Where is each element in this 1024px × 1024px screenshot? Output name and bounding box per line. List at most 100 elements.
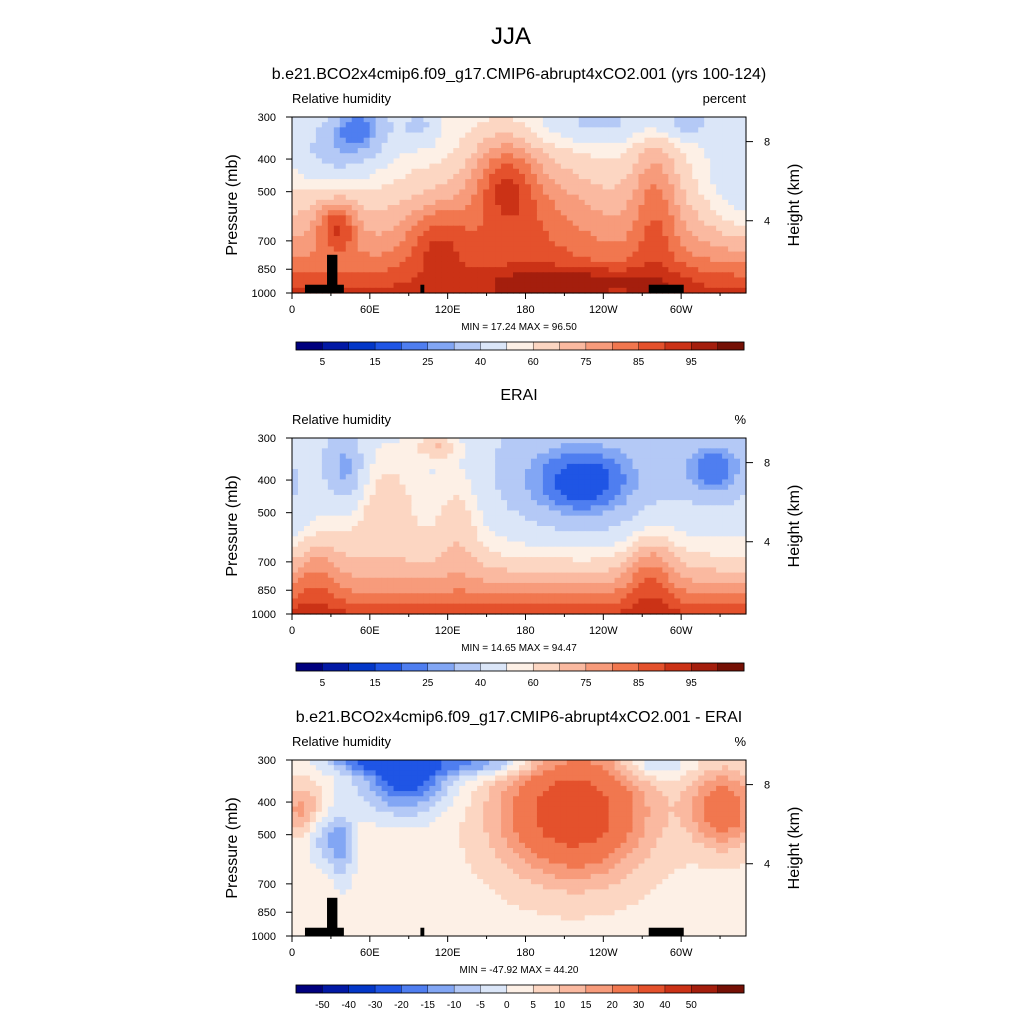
x-tick-label: 180: [516, 304, 534, 316]
colorbar-swatch: [453, 984, 481, 994]
colorbar-label: 30: [633, 1000, 645, 1011]
colorbar-swatch: [638, 341, 666, 351]
colorbar-swatch: [559, 984, 587, 994]
colorbar-label: 15: [369, 357, 381, 368]
topography-mask: [304, 897, 684, 936]
plot-frame: [291, 759, 747, 937]
colorbar-label: 95: [686, 678, 698, 689]
y2-tick-label: 4: [764, 537, 770, 549]
colorbar-label: -40: [341, 1000, 356, 1011]
colorbar-swatch: [559, 662, 587, 672]
y-tick-label: 850: [258, 585, 276, 597]
colorbar-swatch: [664, 341, 692, 351]
panel-0: b.e21.BCO2x4cmip6.f09_g17.CMIP6-abrupt4x…: [224, 66, 803, 368]
y-tick-label: 500: [258, 830, 276, 842]
colorbar-swatch: [664, 662, 692, 672]
colorbar-swatch: [348, 662, 376, 672]
colorbar-label: -30: [368, 1000, 383, 1011]
topography-block: [327, 897, 338, 936]
y2-axis-label: Height (km): [786, 485, 803, 568]
x-tick-label: 60W: [670, 625, 693, 637]
topography-block: [648, 927, 684, 936]
colorbar-swatch: [664, 984, 692, 994]
colorbar-label: 5: [320, 678, 326, 689]
colorbar-label: -5: [476, 1000, 485, 1011]
y-tick-label: 400: [258, 475, 276, 487]
y2-axis-label: Height (km): [786, 164, 803, 247]
colorbar-swatch: [717, 662, 745, 672]
left-label: Relative humidity: [292, 412, 391, 427]
colorbar-label: 0: [504, 1000, 510, 1011]
colorbar-swatch: [612, 984, 640, 994]
colorbar-label: 50: [686, 1000, 698, 1011]
y-tick-label: 1000: [252, 609, 276, 621]
figure-title: JJA: [491, 23, 531, 50]
colorbar-swatch: [295, 662, 323, 672]
colorbar-swatch: [532, 662, 561, 672]
colorbar-label: 20: [607, 1000, 619, 1011]
y2-tick-label: 8: [764, 137, 770, 149]
contour-field: [292, 438, 747, 615]
colorbar-label: 5: [530, 1000, 536, 1011]
colorbar: 5 15 25 40 60 75 85 95: [295, 341, 745, 368]
topography-block: [420, 284, 425, 293]
colorbar-swatch: [585, 341, 613, 351]
y-tick-label: 500: [258, 508, 276, 520]
x-tick-label: 120W: [589, 304, 618, 316]
x-tick-label: 120W: [589, 947, 618, 959]
colorbar-swatch: [322, 984, 350, 994]
colorbar-swatch: [322, 662, 350, 672]
min-max-stats: MIN = 17.24 MAX = 96.50: [461, 322, 577, 333]
colorbar-swatch: [717, 341, 745, 351]
y-tick-label: 400: [258, 154, 276, 166]
x-tick-label: 120E: [435, 304, 461, 316]
colorbar-label: 15: [580, 1000, 592, 1011]
colorbar-swatch: [532, 341, 561, 351]
colorbar-swatch: [559, 341, 587, 351]
colorbar-swatch: [427, 984, 455, 994]
colorbar-label: 75: [580, 357, 592, 368]
colorbar-label: 15: [369, 678, 381, 689]
y-tick-label: 850: [258, 264, 276, 276]
colorbar-swatch: [506, 662, 534, 672]
colorbar: -50 -40 -30 -20 -15 -10 -5 0 5 10 15 20 30 40 50: [295, 984, 745, 1011]
y-tick-label: 400: [258, 797, 276, 809]
x-tick-label: 120E: [435, 947, 461, 959]
right-label: %: [734, 412, 746, 427]
colorbar-swatch: [401, 662, 429, 672]
y-tick-label: 1000: [252, 288, 276, 300]
colorbar-label: -10: [447, 1000, 462, 1011]
plot-frame: [291, 437, 747, 615]
y2-tick-label: 4: [764, 216, 770, 228]
min-max-stats: MIN = 14.65 MAX = 94.47: [461, 643, 577, 654]
min-max-stats: MIN = -47.92 MAX = 44.20: [460, 965, 579, 976]
y-tick-label: 1000: [252, 931, 276, 943]
x-tick-label: 60W: [670, 947, 693, 959]
colorbar-swatch: [374, 984, 402, 994]
colorbar-label: 40: [659, 1000, 671, 1011]
colorbar-swatch: [506, 984, 534, 994]
contour-field: [292, 117, 747, 294]
colorbar-swatch: [348, 984, 376, 994]
colorbar-label: 25: [422, 678, 434, 689]
x-tick-label: 180: [516, 947, 534, 959]
topography-mask: [304, 254, 684, 293]
colorbar-swatch: [348, 341, 376, 351]
left-label: Relative humidity: [292, 734, 391, 749]
y-axis-label: Pressure (mb): [224, 475, 241, 576]
x-tick-label: 0: [289, 947, 295, 959]
y-tick-label: 700: [258, 557, 276, 569]
panel-title: b.e21.BCO2x4cmip6.f09_g17.CMIP6-abrupt4x…: [272, 66, 766, 83]
colorbar-swatch: [427, 662, 455, 672]
y2-tick-label: 8: [764, 458, 770, 470]
colorbar-swatch: [638, 984, 666, 994]
colorbar-label: 25: [422, 357, 434, 368]
y-axis-label: Pressure (mb): [224, 154, 241, 255]
colorbar-swatch: [427, 341, 455, 351]
y-tick-label: 300: [258, 112, 276, 124]
colorbar-label: -15: [421, 1000, 436, 1011]
colorbar-swatch: [295, 984, 323, 994]
x-tick-label: 60E: [360, 947, 380, 959]
panel-1: ERAI Relative humidity % 0 60E 120E 180 120W 60W…: [224, 387, 803, 689]
